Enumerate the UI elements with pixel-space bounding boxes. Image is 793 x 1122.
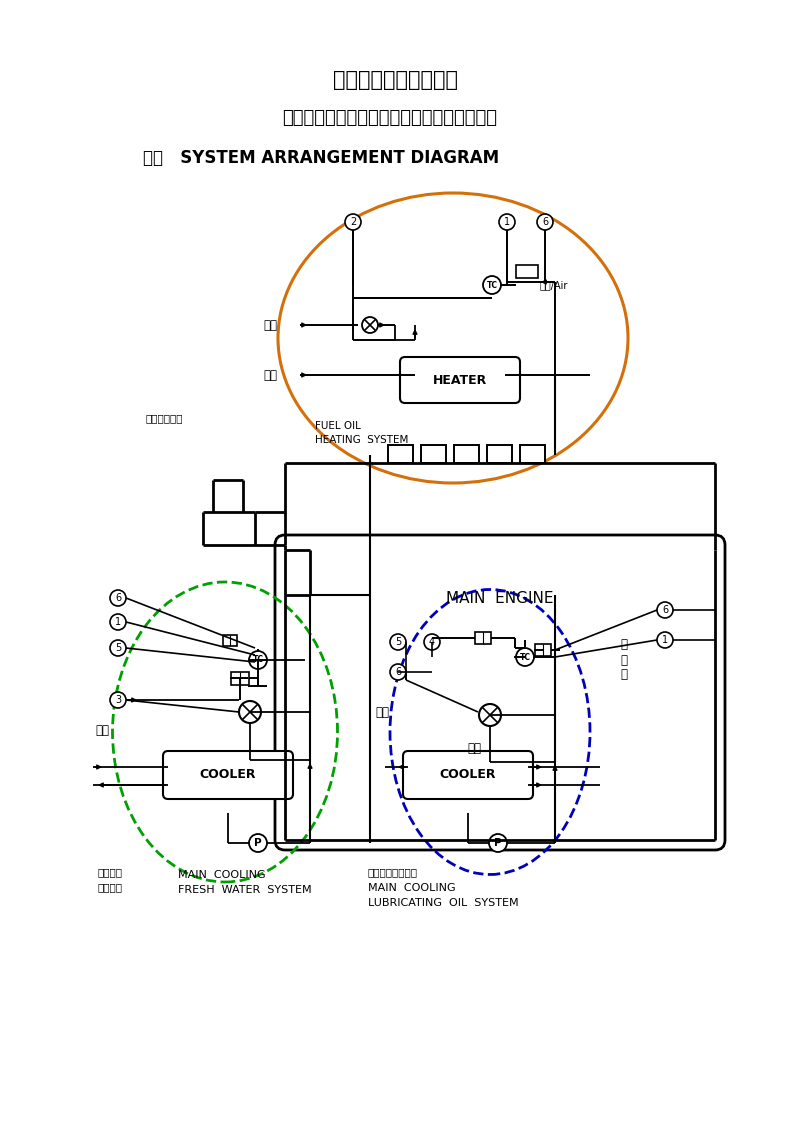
FancyBboxPatch shape: [403, 751, 533, 799]
Circle shape: [345, 214, 361, 230]
Text: FUEL OIL: FUEL OIL: [315, 421, 361, 431]
Circle shape: [479, 703, 501, 726]
Circle shape: [249, 651, 267, 669]
Text: TC: TC: [252, 655, 263, 664]
FancyBboxPatch shape: [275, 535, 725, 850]
Text: TC: TC: [486, 280, 497, 289]
Text: 1: 1: [662, 635, 668, 645]
Circle shape: [110, 590, 126, 606]
Bar: [223, 635, 237, 645]
Text: 海水: 海水: [95, 724, 109, 736]
Text: 清水: 清水: [375, 706, 389, 718]
FancyBboxPatch shape: [163, 751, 293, 799]
Text: 主機淡水: 主機淡水: [98, 867, 123, 877]
FancyBboxPatch shape: [400, 357, 520, 403]
Circle shape: [390, 664, 406, 680]
Circle shape: [110, 640, 126, 656]
Text: 第四章　輔機控制系統: 第四章 輔機控制系統: [334, 70, 458, 90]
Text: COOLER: COOLER: [200, 769, 256, 782]
Text: P: P: [255, 838, 262, 848]
Circle shape: [362, 318, 378, 333]
Bar: [421, 445, 446, 463]
Circle shape: [239, 701, 261, 723]
Circle shape: [424, 634, 440, 650]
Text: MAIN  COOLING: MAIN COOLING: [368, 883, 456, 893]
Text: MAIN  ENGINE: MAIN ENGINE: [446, 590, 554, 606]
Circle shape: [516, 649, 534, 666]
Text: 6: 6: [662, 605, 668, 615]
Circle shape: [657, 632, 673, 649]
Text: FRESH  WATER  SYSTEM: FRESH WATER SYSTEM: [178, 885, 312, 895]
Bar: [454, 445, 479, 463]
Bar: [388, 445, 413, 463]
Text: 5: 5: [395, 637, 401, 647]
Text: 一、   SYSTEM ARRANGEMENT DIAGRAM: 一、 SYSTEM ARRANGEMENT DIAGRAM: [143, 149, 499, 167]
Text: LUBRICATING  OIL  SYSTEM: LUBRICATING OIL SYSTEM: [368, 898, 519, 908]
Circle shape: [489, 834, 507, 852]
Text: 潤: 潤: [620, 638, 627, 652]
Text: 4: 4: [429, 637, 435, 647]
Text: TC: TC: [519, 653, 531, 662]
Text: 6: 6: [115, 594, 121, 603]
Text: 主機滑油冷卻系統: 主機滑油冷卻系統: [368, 867, 418, 877]
Text: 冷卻系統: 冷卻系統: [98, 882, 123, 892]
Bar: [231, 671, 249, 684]
Circle shape: [110, 614, 126, 629]
Text: 6: 6: [542, 217, 548, 227]
Bar: [487, 445, 512, 463]
Text: 5: 5: [115, 643, 121, 653]
Text: 燃油: 燃油: [263, 368, 277, 381]
Text: 蒸汽: 蒸汽: [263, 319, 277, 331]
Text: 1: 1: [115, 617, 121, 627]
Circle shape: [483, 276, 501, 294]
Text: 海水: 海水: [467, 742, 481, 754]
Text: 滑: 滑: [620, 653, 627, 666]
Text: 燃油加熱系統: 燃油加熱系統: [145, 413, 182, 423]
Circle shape: [110, 692, 126, 708]
Text: 第一節　柴油機缸套冷卻水溫度自動控制系統: 第一節 柴油機缸套冷卻水溫度自動控制系統: [282, 109, 497, 127]
Circle shape: [537, 214, 553, 230]
Text: 6: 6: [395, 666, 401, 677]
Text: 油: 油: [620, 669, 627, 681]
Text: HEATER: HEATER: [433, 374, 487, 386]
Bar: [516, 265, 538, 278]
Circle shape: [657, 603, 673, 618]
Text: HEATING  SYSTEM: HEATING SYSTEM: [315, 435, 408, 445]
Circle shape: [390, 634, 406, 650]
Circle shape: [249, 834, 267, 852]
Text: 1: 1: [504, 217, 510, 227]
Bar: [520, 445, 545, 463]
Text: P: P: [494, 838, 502, 848]
Bar: [535, 644, 551, 656]
Text: COOLER: COOLER: [440, 769, 496, 782]
Circle shape: [499, 214, 515, 230]
Text: 空氣/Air: 空氣/Air: [540, 280, 569, 289]
Bar: [475, 632, 491, 644]
Text: MAIN  COOLING: MAIN COOLING: [178, 870, 266, 880]
Text: 2: 2: [350, 217, 356, 227]
Text: 3: 3: [115, 695, 121, 705]
